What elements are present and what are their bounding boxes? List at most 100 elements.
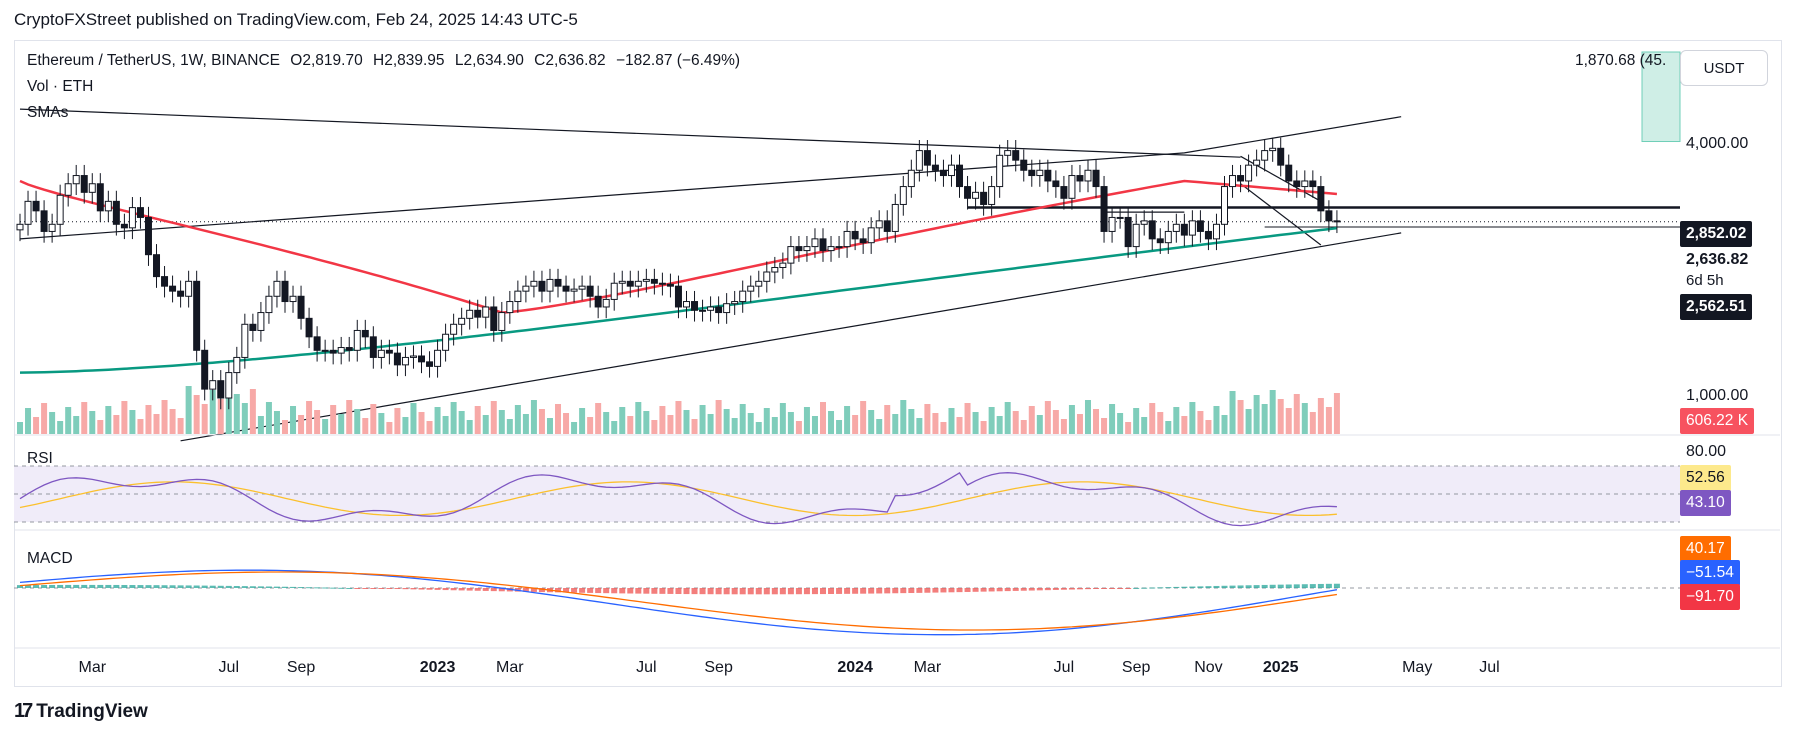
- candle-up: [466, 309, 474, 319]
- volume-bar: [546, 418, 553, 434]
- volume-bar: [298, 415, 305, 434]
- candle-down: [1100, 186, 1108, 232]
- candle-up: [401, 356, 409, 366]
- macd-histogram-bar: [1060, 588, 1067, 590]
- candle-down: [1325, 210, 1333, 222]
- macd-histogram-bar: [651, 588, 658, 594]
- macd-histogram-bar: [739, 588, 746, 595]
- macd-histogram-bar: [795, 588, 802, 595]
- macd-histogram-bar: [33, 585, 40, 588]
- volume-bar: [787, 412, 794, 434]
- candle-down: [1333, 220, 1341, 223]
- candle-up: [353, 329, 361, 351]
- candle-down: [658, 282, 666, 285]
- macd-histogram-bar: [868, 588, 875, 594]
- volume-bar: [1052, 410, 1059, 434]
- volume-bar: [57, 421, 64, 434]
- volume-bar: [241, 403, 248, 434]
- macd-histogram-bar: [852, 588, 859, 594]
- volume-bar: [17, 422, 23, 434]
- volume-bar: [1173, 407, 1180, 434]
- macd-histogram-bar: [177, 585, 184, 588]
- macd-histogram-bar: [482, 588, 489, 591]
- macd-histogram-bar: [281, 586, 288, 588]
- macd-histogram-bar: [619, 588, 626, 594]
- macd-histogram-bar: [450, 588, 457, 591]
- volume-bar: [105, 406, 112, 434]
- volume-bar: [1084, 400, 1091, 434]
- currency-button[interactable]: USDT: [1680, 50, 1768, 86]
- candle-up: [1188, 220, 1196, 236]
- macd-title[interactable]: MACD: [27, 550, 73, 567]
- macd-histogram-bar: [932, 588, 939, 593]
- candle-down: [418, 355, 425, 363]
- macd-histogram-bar: [755, 588, 762, 595]
- time-axis-label: Jul: [636, 659, 656, 676]
- volume-bar: [370, 404, 377, 434]
- volume-bar: [225, 385, 232, 434]
- symbol-legend[interactable]: Ethereum / TetherUS, 1W, BINANCE O2,819.…: [27, 52, 740, 70]
- projection-box: [1641, 51, 1681, 143]
- volume-bar: [956, 417, 963, 434]
- macd-histogram-bar: [378, 588, 385, 589]
- candle-down: [1076, 175, 1084, 182]
- candle-down: [586, 285, 594, 297]
- macd-histogram-bar: [924, 588, 931, 593]
- volume-bar: [386, 422, 393, 434]
- macd-histogram-bar: [860, 588, 867, 594]
- macd-histogram-bar: [97, 584, 104, 588]
- candle-up: [56, 194, 64, 225]
- volume-bar: [1301, 403, 1308, 434]
- time-axis-label: 2025: [1263, 659, 1299, 676]
- macd-histogram-bar: [876, 588, 883, 594]
- volume-bar: [169, 409, 176, 434]
- candle-up: [891, 203, 899, 232]
- macd-histogram-bar: [538, 588, 545, 593]
- legend-volume[interactable]: Vol · ETH: [27, 78, 94, 95]
- macd-histogram-bar: [1325, 583, 1332, 588]
- candle-down: [819, 238, 827, 252]
- candle-down: [1180, 223, 1188, 236]
- candle-up: [755, 280, 763, 287]
- candle-up: [634, 280, 642, 287]
- volume-bar: [354, 409, 361, 434]
- candle-down: [329, 349, 337, 354]
- macd-histogram-bar: [338, 587, 345, 589]
- volume-bar: [378, 413, 385, 434]
- rsi-title[interactable]: RSI: [27, 450, 53, 467]
- volume-bar: [619, 407, 626, 434]
- macd-line: [19, 569, 1338, 636]
- macd-histogram-bar: [418, 588, 425, 590]
- volume-bar: [41, 403, 48, 434]
- macd-histogram-bar: [129, 585, 136, 588]
- tradingview-logo[interactable]: 17 TradingView: [14, 700, 148, 723]
- candle-down: [153, 254, 161, 278]
- macd-histogram-bar: [1261, 584, 1268, 588]
- macd-histogram-bar: [241, 586, 248, 588]
- volume-bar: [603, 412, 610, 434]
- time-axis-label: Jul: [1479, 659, 1499, 676]
- candle-up: [450, 323, 458, 335]
- candle-down: [1293, 180, 1301, 188]
- volume-bar: [1141, 417, 1148, 434]
- legend-smas[interactable]: SMAs: [27, 104, 69, 121]
- macd-histogram-bar: [691, 588, 698, 595]
- volume-bar: [916, 418, 923, 434]
- volume-bar: [1293, 394, 1300, 434]
- volume-bar: [771, 417, 778, 434]
- candle-up: [530, 280, 538, 287]
- candle-down: [385, 349, 393, 354]
- macd-histogram-bar: [908, 588, 915, 594]
- candle-up: [1108, 216, 1116, 232]
- candle-down: [201, 349, 209, 390]
- volume-bar: [1004, 402, 1011, 434]
- trend-line-2: [180, 232, 1402, 442]
- volume-bar: [145, 405, 152, 434]
- volume-bar: [924, 404, 931, 434]
- volume-bar: [675, 401, 682, 434]
- volume-bar: [1277, 399, 1284, 434]
- macd-line-value: −51.54: [1680, 560, 1740, 586]
- volume-bar: [233, 394, 240, 434]
- volume-bar: [635, 402, 642, 434]
